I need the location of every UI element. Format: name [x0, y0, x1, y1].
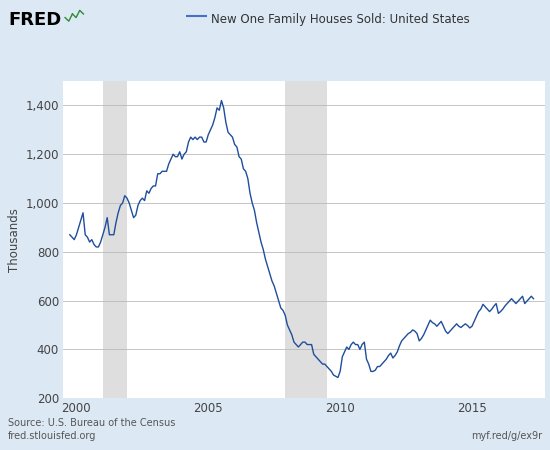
Text: FRED: FRED	[8, 11, 62, 29]
Text: Source: U.S. Bureau of the Census: Source: U.S. Bureau of the Census	[8, 418, 175, 428]
Y-axis label: Thousands: Thousands	[8, 208, 21, 271]
Bar	[285, 81, 327, 398]
Text: New One Family Houses Sold: United States: New One Family Houses Sold: United State…	[211, 13, 469, 26]
Text: fred.stlouisfed.org: fred.stlouisfed.org	[8, 431, 97, 441]
Text: myf.red/g/ex9r: myf.red/g/ex9r	[471, 431, 542, 441]
Bar	[103, 81, 127, 398]
